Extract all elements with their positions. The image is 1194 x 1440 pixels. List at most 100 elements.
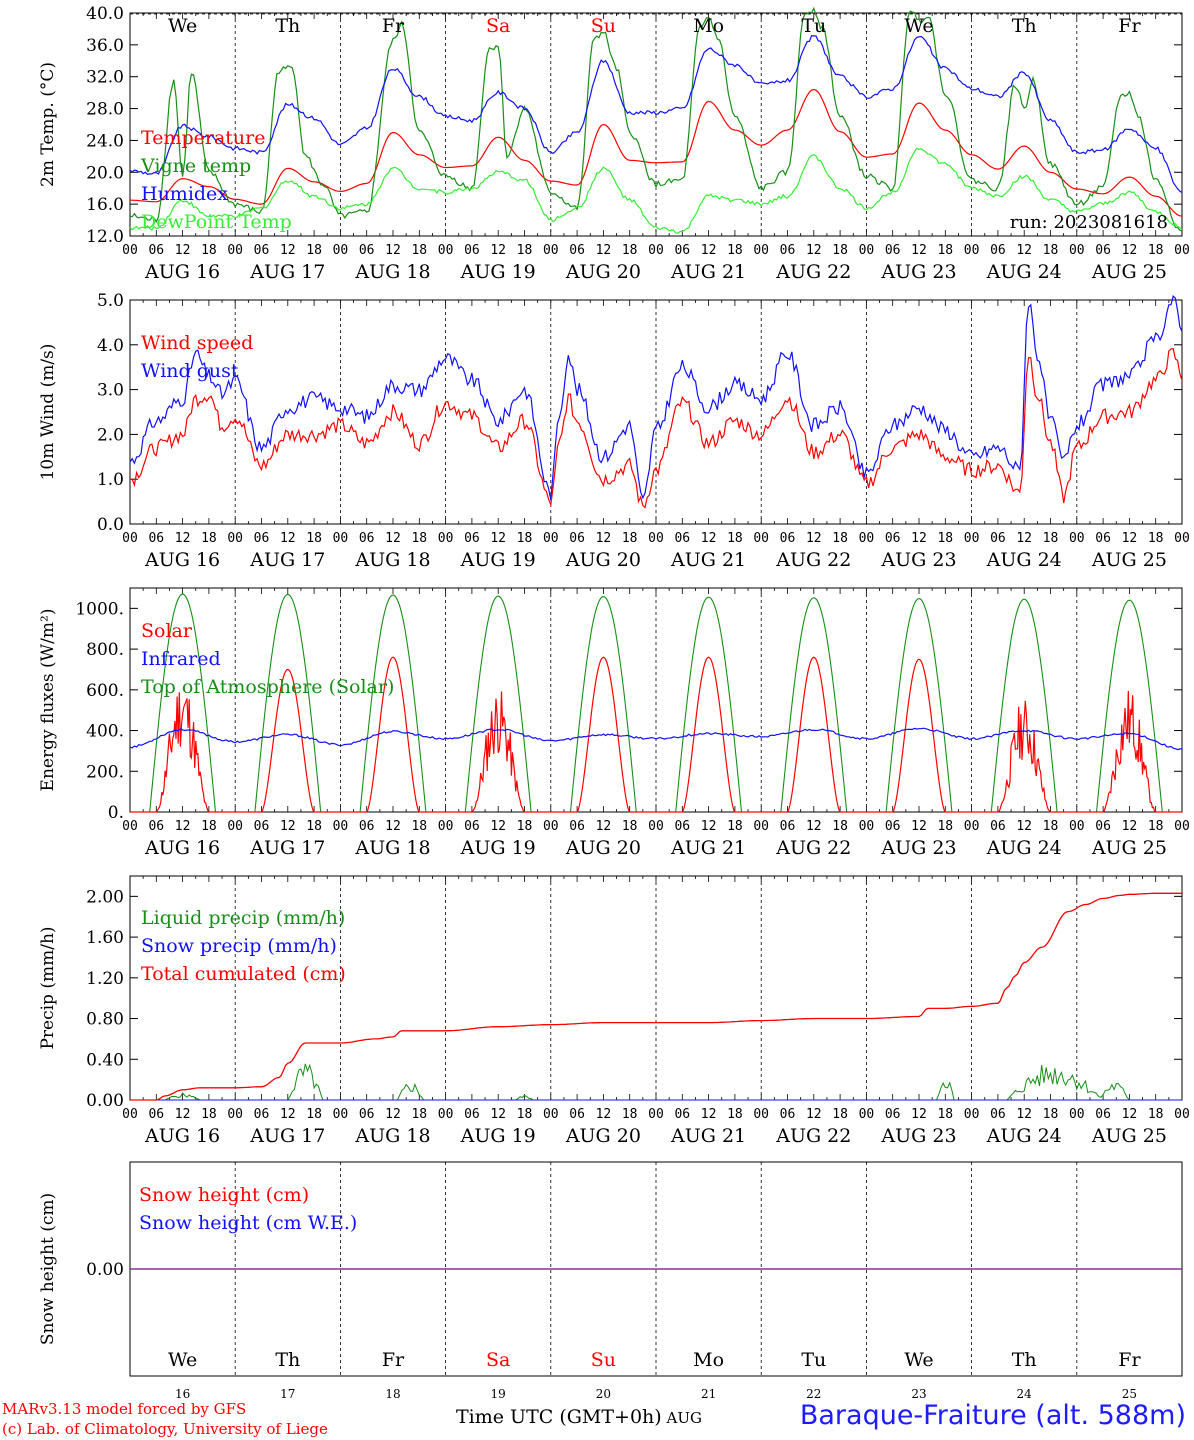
hour-tick-label: 18	[727, 531, 743, 546]
hour-tick-label: 12	[490, 531, 506, 546]
hour-tick-label: 18	[1043, 531, 1059, 546]
weekday-label-bottom: Sa	[486, 1349, 510, 1371]
hour-tick-label: 06	[780, 819, 796, 834]
hour-tick-label: 18	[622, 531, 638, 546]
hour-tick-label: 06	[148, 819, 164, 834]
date-label: AUG 18	[354, 837, 430, 859]
date-label: AUG 20	[565, 837, 641, 859]
weekday-label: Th	[275, 15, 300, 37]
day-number: 19	[491, 1387, 506, 1401]
hour-tick-label: 00	[122, 243, 138, 258]
hour-tick-label: 00	[964, 1107, 980, 1122]
date-label: AUG 22	[775, 261, 851, 283]
weekday-label-bottom: Fr	[1118, 1349, 1141, 1371]
hour-tick-label: 00	[438, 531, 454, 546]
y-tick-label: 32.0	[86, 68, 124, 88]
hour-tick-label: 06	[569, 819, 585, 834]
hour-tick-label: 12	[806, 1107, 822, 1122]
hour-tick-label: 00	[648, 531, 664, 546]
legend-snow-height-cm-w-e-: Snow height (cm W.E.)	[139, 1212, 357, 1234]
hour-tick-label: 06	[674, 1107, 690, 1122]
day-number: 22	[806, 1387, 821, 1401]
day-number: 20	[596, 1387, 611, 1401]
hour-tick-label: 06	[359, 531, 375, 546]
hour-tick-label: 06	[464, 531, 480, 546]
hour-tick-label: 18	[411, 243, 427, 258]
hour-tick-label: 06	[569, 1107, 585, 1122]
series-wind-speed	[129, 348, 1183, 509]
hour-tick-label: 12	[490, 243, 506, 258]
hour-tick-label: 00	[227, 1107, 243, 1122]
y-tick-label: 40.0	[86, 4, 124, 24]
hour-tick-label: 12	[385, 819, 401, 834]
day-number: 23	[911, 1387, 926, 1401]
legend-dewpoint-temp: DewPoint Temp	[141, 211, 292, 233]
hour-tick-label: 00	[438, 1107, 454, 1122]
weekday-label: Fr	[382, 15, 405, 37]
date-label: AUG 17	[249, 549, 325, 571]
date-label: AUG 23	[880, 837, 956, 859]
hour-tick-label: 12	[596, 1107, 612, 1122]
hour-tick-label: 00	[964, 243, 980, 258]
hour-tick-label: 00	[753, 819, 769, 834]
hour-tick-label: 06	[359, 243, 375, 258]
weekday-label-bottom: Fr	[382, 1349, 405, 1371]
hour-tick-label: 06	[254, 531, 270, 546]
weekday-label: Fr	[1118, 15, 1141, 37]
series-temperature	[130, 88, 1183, 217]
hour-tick-label: 12	[490, 1107, 506, 1122]
date-label: AUG 16	[144, 837, 220, 859]
date-label: AUG 25	[1091, 549, 1167, 571]
hour-tick-label: 12	[1016, 819, 1032, 834]
hour-tick-label: 06	[885, 1107, 901, 1122]
hour-tick-label: 00	[859, 243, 875, 258]
y-axis-title: Precip (mm/h)	[38, 926, 58, 1049]
y-tick-label: 2.0	[97, 425, 124, 445]
hour-tick-label: 06	[148, 531, 164, 546]
hour-tick-label: 06	[569, 531, 585, 546]
hour-tick-label: 18	[1148, 819, 1164, 834]
y-tick-label: 3.0	[97, 381, 124, 401]
date-label: AUG 25	[1091, 261, 1167, 283]
hour-tick-label: 06	[1095, 243, 1111, 258]
hour-tick-label: 18	[306, 819, 322, 834]
hour-tick-label: 00	[543, 531, 559, 546]
weekday-label-bottom: Tu	[801, 1349, 826, 1371]
hour-tick-label: 18	[411, 531, 427, 546]
hour-tick-label: 18	[517, 1107, 533, 1122]
date-label: AUG 22	[775, 549, 851, 571]
hour-tick-label: 18	[201, 531, 217, 546]
legend-wind-speed: Wind speed	[141, 332, 253, 354]
y-tick-label: 800.	[86, 640, 124, 660]
hour-tick-label: 12	[280, 243, 296, 258]
series-dewpoint-temp	[129, 147, 1183, 234]
y-tick-label: 0.80	[86, 1010, 124, 1030]
hour-tick-label: 00	[1069, 531, 1085, 546]
series-wind-gust	[129, 294, 1183, 500]
panel-frame-2	[129, 299, 1183, 525]
date-label: AUG 17	[249, 261, 325, 283]
date-label: AUG 16	[144, 549, 220, 571]
hour-tick-label: 18	[517, 819, 533, 834]
hour-tick-label: 12	[701, 819, 717, 834]
hour-tick-label: 18	[306, 531, 322, 546]
hour-tick-label: 12	[1122, 531, 1138, 546]
hour-tick-label: 12	[806, 243, 822, 258]
hour-tick-label: 18	[937, 819, 953, 834]
hour-tick-label: 06	[148, 243, 164, 258]
legend-snow-precip-mm-h-: Snow precip (mm/h)	[141, 935, 337, 957]
date-label: AUG 21	[670, 1125, 746, 1147]
hour-tick-label: 18	[1148, 1107, 1164, 1122]
station-name: Baraque-Fraiture (alt. 588m)	[799, 1400, 1186, 1431]
y-tick-label: 0.00	[86, 1260, 124, 1280]
date-label: AUG 18	[354, 549, 430, 571]
y-tick-label: 36.0	[86, 36, 124, 56]
hour-tick-label: 00	[753, 531, 769, 546]
hour-tick-label: 06	[464, 243, 480, 258]
hour-tick-label: 06	[780, 1107, 796, 1122]
legend-infrared: Infrared	[141, 648, 221, 670]
hour-tick-label: 18	[1148, 531, 1164, 546]
hour-tick-label: 18	[727, 819, 743, 834]
hour-tick-label: 06	[1095, 531, 1111, 546]
